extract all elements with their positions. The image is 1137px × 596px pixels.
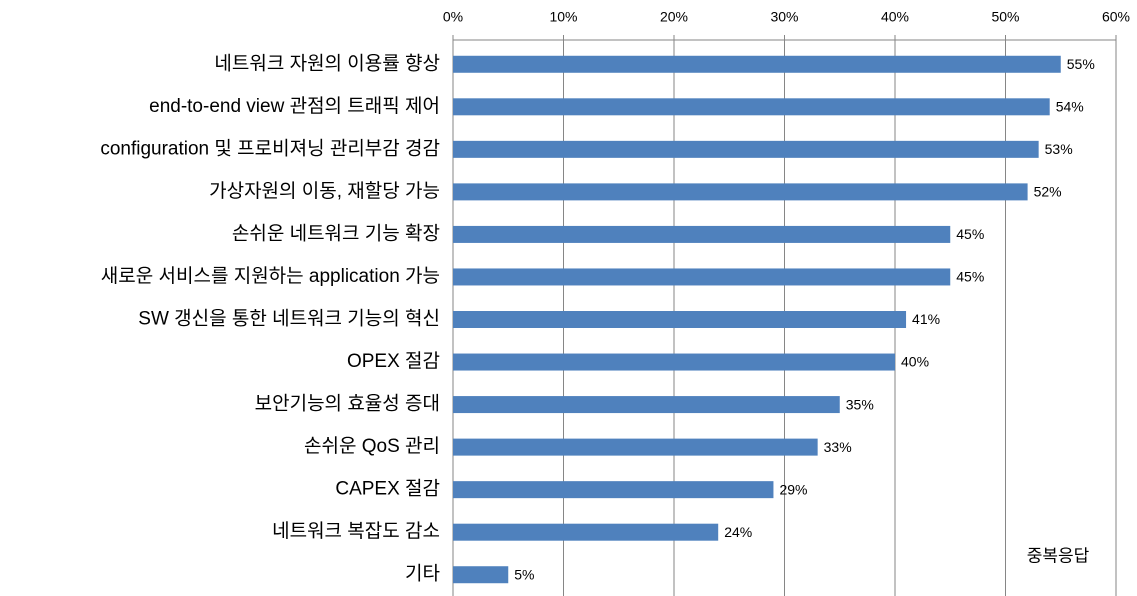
x-tick-label: 20% <box>660 9 688 25</box>
value-label: 54% <box>1056 99 1084 115</box>
bar <box>453 183 1028 201</box>
bar <box>453 268 951 286</box>
value-label: 29% <box>779 481 807 497</box>
bar <box>453 396 840 414</box>
bar <box>453 438 818 456</box>
bar <box>453 225 951 243</box>
y-tick-label: 가상자원의 이동, 재할당 가능 <box>209 180 440 202</box>
value-label: 53% <box>1045 141 1073 157</box>
bar <box>453 140 1039 158</box>
value-label: 55% <box>1067 56 1095 72</box>
x-tick-label: 50% <box>991 9 1019 25</box>
y-tick-label: 손쉬운 네트워크 기능 확장 <box>232 222 440 244</box>
y-tick-label: SW 갱신을 통한 네트워크 기능의 혁신 <box>138 308 440 330</box>
y-tick-label: configuration 및 프로비져닝 관리부감 경감 <box>100 137 440 159</box>
value-label: 52% <box>1034 184 1062 200</box>
bar <box>453 481 774 499</box>
value-label: 45% <box>956 269 984 285</box>
y-tick-label: 기타 <box>405 563 440 585</box>
bar <box>453 55 1061 73</box>
y-tick-label: end-to-end view 관점의 트래픽 제어 <box>149 95 440 117</box>
y-tick-label: 네트워크 자원의 이용률 향상 <box>214 52 440 74</box>
value-label: 40% <box>901 354 929 370</box>
x-tick-label: 10% <box>549 9 577 25</box>
y-tick-label: 손쉬운 QoS 관리 <box>304 435 440 457</box>
bar <box>453 523 719 541</box>
value-label: 5% <box>514 566 534 582</box>
value-label: 35% <box>846 396 874 412</box>
y-tick-label: 네트워크 복잡도 감소 <box>272 520 440 542</box>
y-tick-label: CAPEX 절감 <box>335 478 440 500</box>
bar <box>453 566 509 584</box>
x-tick-label: 60% <box>1102 9 1130 25</box>
value-label: 45% <box>956 226 984 242</box>
y-tick-label: 새로운 서비스를 지원하는 application 가능 <box>101 265 440 287</box>
y-tick-label: 보안기능의 효율성 증대 <box>255 393 440 415</box>
y-tick-label: OPEX 절감 <box>347 350 440 372</box>
bar <box>453 353 895 371</box>
value-label: 33% <box>824 439 852 455</box>
bar <box>453 311 907 328</box>
annotation: 중복응답 <box>1027 546 1090 565</box>
x-tick-label: 0% <box>443 9 463 25</box>
x-tick-label: 40% <box>881 9 909 25</box>
bar <box>453 98 1050 116</box>
value-label: 41% <box>912 311 940 327</box>
x-tick-label: 30% <box>770 9 798 25</box>
value-label: 24% <box>724 524 752 540</box>
